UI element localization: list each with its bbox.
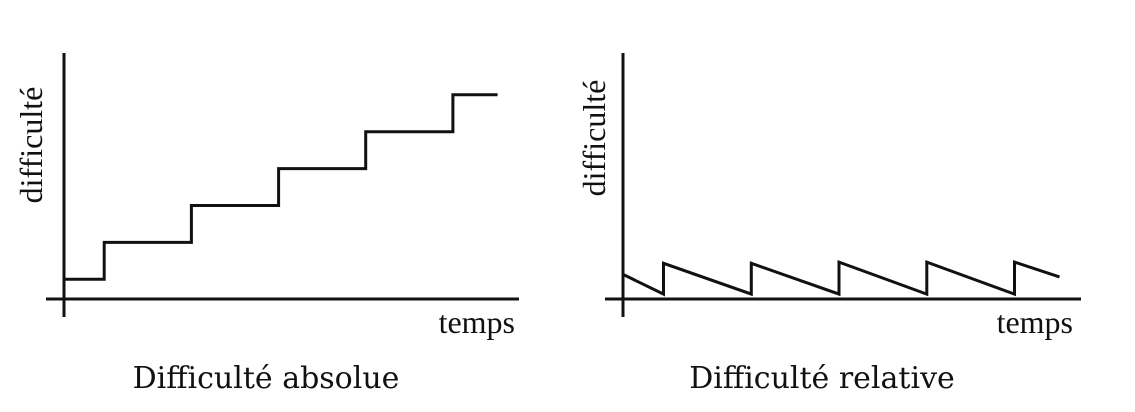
chart-caption: Difficulté relative xyxy=(689,361,955,396)
chart-panel-2: difficulté temps Difficulté relative xyxy=(576,53,1081,396)
series-line-1 xyxy=(622,259,1060,297)
x-axis-label: temps xyxy=(439,304,515,340)
chart-caption: Difficulté absolue xyxy=(133,361,400,396)
series-line-1 xyxy=(64,93,498,281)
chart-panel-1: difficulté temps Difficulté absolue xyxy=(13,53,519,396)
x-axis-label: temps xyxy=(997,304,1073,340)
y-axis-label: difficulté xyxy=(13,87,49,204)
y-axis-label: difficulté xyxy=(576,80,612,197)
